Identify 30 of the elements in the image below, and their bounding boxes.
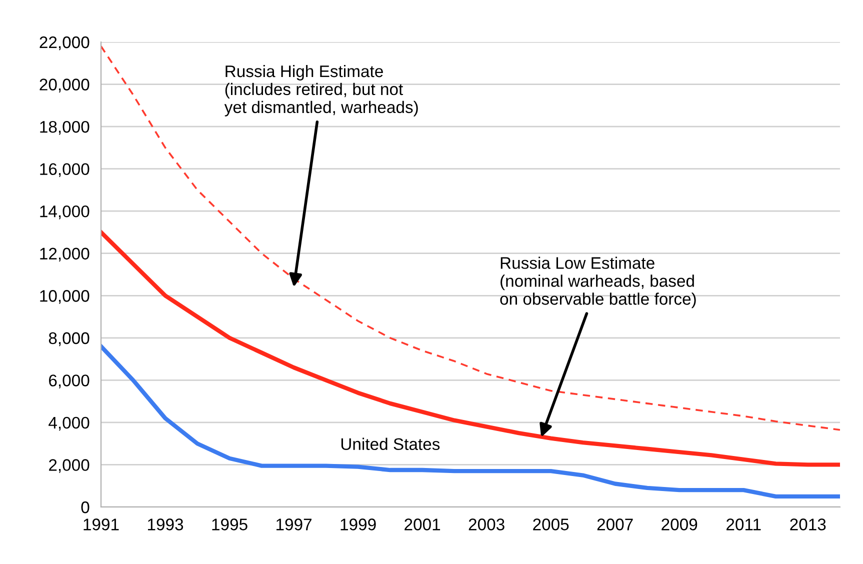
y-tick-label: 12,000 [40, 248, 90, 262]
y-tick-label: 6,000 [49, 374, 90, 388]
y-tick-label: 18,000 [40, 120, 90, 135]
x-tick-label: 2003 [468, 518, 504, 530]
x-tick-label: 1995 [212, 518, 248, 530]
y-tick-label: 22,000 [40, 36, 90, 50]
x-tick-label: 1999 [340, 518, 376, 530]
y-tick-label: 14,000 [40, 205, 90, 220]
annotation: Russia Low Estimate (nominal warheads, based on observable battle force) [500, 256, 696, 308]
x-tick-label: 1997 [276, 518, 312, 530]
x-tick-label: 2011 [726, 518, 761, 530]
line-series [101, 230, 840, 467]
x-tick-label: 2001 [404, 518, 440, 530]
y-tick-label: 4,000 [48, 416, 90, 431]
y-tick-label: 20,000 [40, 78, 90, 92]
line-series [101, 45, 840, 431]
x-tick-label: 2009 [662, 518, 698, 530]
y-tick-label: 10,000 [40, 290, 90, 304]
y-tick-label: 8,000 [48, 332, 90, 346]
x-tick-label: 1993 [148, 518, 184, 530]
x-tick-label: 2007 [597, 518, 633, 530]
y-tick-label: 0 [81, 501, 90, 514]
x-tick-label: 1991 [84, 518, 119, 530]
annotation: Russia High Estimate (includes retired, but not yet dismantled, warheads) [224, 64, 418, 116]
y-tick-label: 2,000 [49, 459, 90, 473]
line-series [101, 344, 840, 499]
y-tick-label: 16,000 [40, 163, 90, 177]
x-tick-label: 2005 [533, 518, 569, 530]
series-label: United States [341, 438, 440, 450]
x-tick-label: 2013 [790, 518, 826, 530]
